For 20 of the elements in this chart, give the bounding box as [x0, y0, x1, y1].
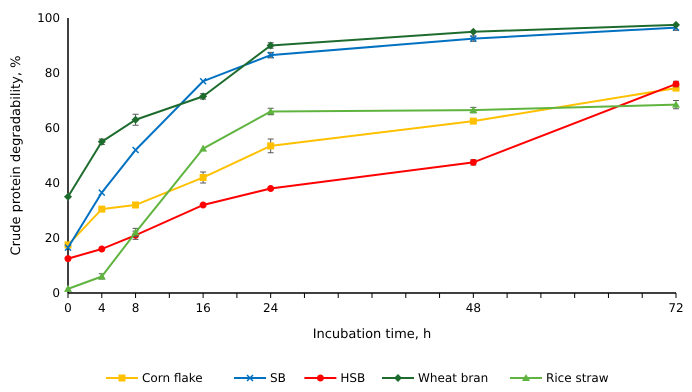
x-axis-title: Incubation time, h	[312, 327, 432, 342]
y-tick-label: 100	[37, 11, 60, 25]
y-axis-title: Crude protein degradability, %	[9, 56, 24, 256]
y-tick-label: 20	[44, 231, 60, 245]
x-tick-label: 0	[64, 301, 72, 315]
x-tick-label: 72	[668, 301, 684, 315]
legend-label: Wheat bran	[418, 371, 488, 385]
x-tick-label: 4	[98, 301, 106, 315]
x-tick-label: 8	[132, 301, 140, 315]
y-tick-label: 40	[44, 176, 60, 190]
legend-label: Rice straw	[546, 371, 609, 385]
y-tick-label: 60	[44, 121, 60, 135]
x-tick-label: 48	[466, 301, 481, 315]
legend-label: SB	[270, 371, 286, 385]
x-tick-label: 24	[263, 301, 278, 315]
x-tick-label: 16	[195, 301, 211, 315]
legend-label: Corn flake	[142, 371, 203, 385]
y-tick-label: 0	[52, 286, 60, 300]
legend-label: HSB	[340, 371, 366, 385]
y-tick-label: 80	[44, 66, 60, 80]
